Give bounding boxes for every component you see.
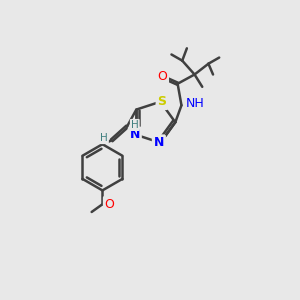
Text: H: H xyxy=(131,120,139,130)
Text: H: H xyxy=(100,133,108,143)
Text: O: O xyxy=(157,70,167,83)
Text: O: O xyxy=(105,198,115,211)
Text: NH: NH xyxy=(185,97,204,110)
Text: N: N xyxy=(154,136,164,149)
Text: N: N xyxy=(130,128,140,141)
Text: S: S xyxy=(158,95,166,108)
